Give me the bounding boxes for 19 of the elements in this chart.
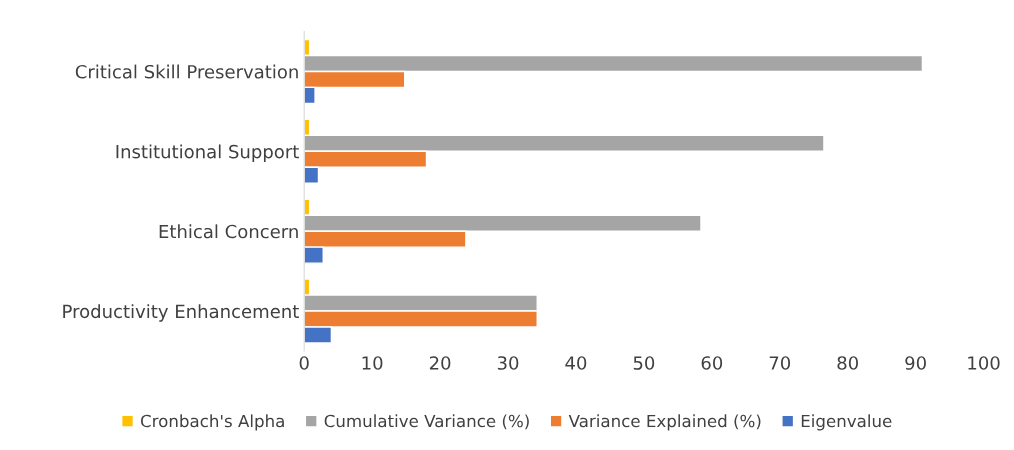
- legend-label: Cumulative Variance (%): [324, 414, 529, 430]
- x-tick-label: 0: [299, 356, 309, 370]
- x-tick-label: 40: [565, 356, 587, 370]
- x-tick-label: 20: [429, 356, 451, 370]
- y-tick-label: Critical Skill Preservation: [75, 64, 298, 79]
- x-tick-label: 90: [905, 356, 926, 370]
- x-tick-label: 70: [769, 356, 791, 370]
- x-tick-label: 30: [497, 356, 519, 370]
- x-tick-label: 50: [633, 356, 655, 370]
- x-tick-label: 80: [837, 356, 858, 370]
- x-tick-label: 100: [968, 356, 1000, 370]
- legend-label: Eigenvalue: [801, 414, 892, 431]
- y-tick-label: Institutional Support: [116, 144, 299, 162]
- x-tick-label: 10: [362, 356, 383, 370]
- legend-label: Cronbach's Alpha: [140, 414, 284, 431]
- legend-label: Variance Explained (%): [568, 414, 761, 431]
- x-tick-label: 60: [701, 356, 723, 370]
- y-tick-label: Productivity Enhancement: [63, 304, 299, 322]
- y-tick-label: Ethical Concern: [159, 224, 298, 239]
